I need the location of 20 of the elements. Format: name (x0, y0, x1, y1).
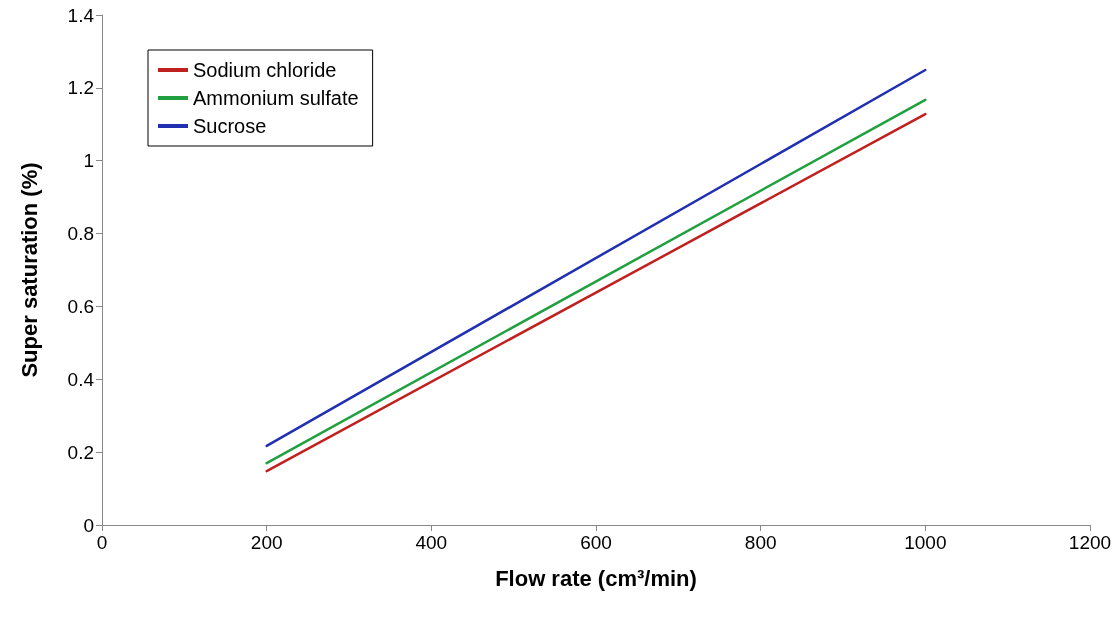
x-tick-label: 600 (580, 532, 612, 553)
x-tick-label: 800 (744, 532, 777, 553)
x-tick-label: 1000 (904, 532, 947, 553)
y-tick-label: 0 (83, 514, 94, 536)
legend-label: Sucrose (193, 115, 267, 137)
x-tick-label: 1200 (1068, 532, 1112, 553)
x-axis-title: Flow rate (cm³/min) (495, 565, 697, 591)
y-tick-label: 0.4 (67, 368, 95, 390)
y-tick-label: 1.2 (67, 77, 94, 99)
y-tick-label: 0.2 (67, 441, 94, 463)
y-tick-label: 0.8 (67, 223, 94, 245)
x-tick-label: 200 (250, 532, 283, 553)
legend-label: Sodium chloride (193, 59, 337, 81)
x-tick-label: 0 (96, 532, 108, 553)
legend-label: Ammonium sulfate (193, 87, 359, 109)
y-tick-label: 1 (83, 150, 94, 172)
y-axis-title: Super saturation (%) (16, 162, 42, 378)
x-tick-label: 400 (415, 532, 448, 553)
y-tick-label: 0.6 (67, 295, 94, 317)
y-tick-label: 1.4 (67, 4, 95, 26)
